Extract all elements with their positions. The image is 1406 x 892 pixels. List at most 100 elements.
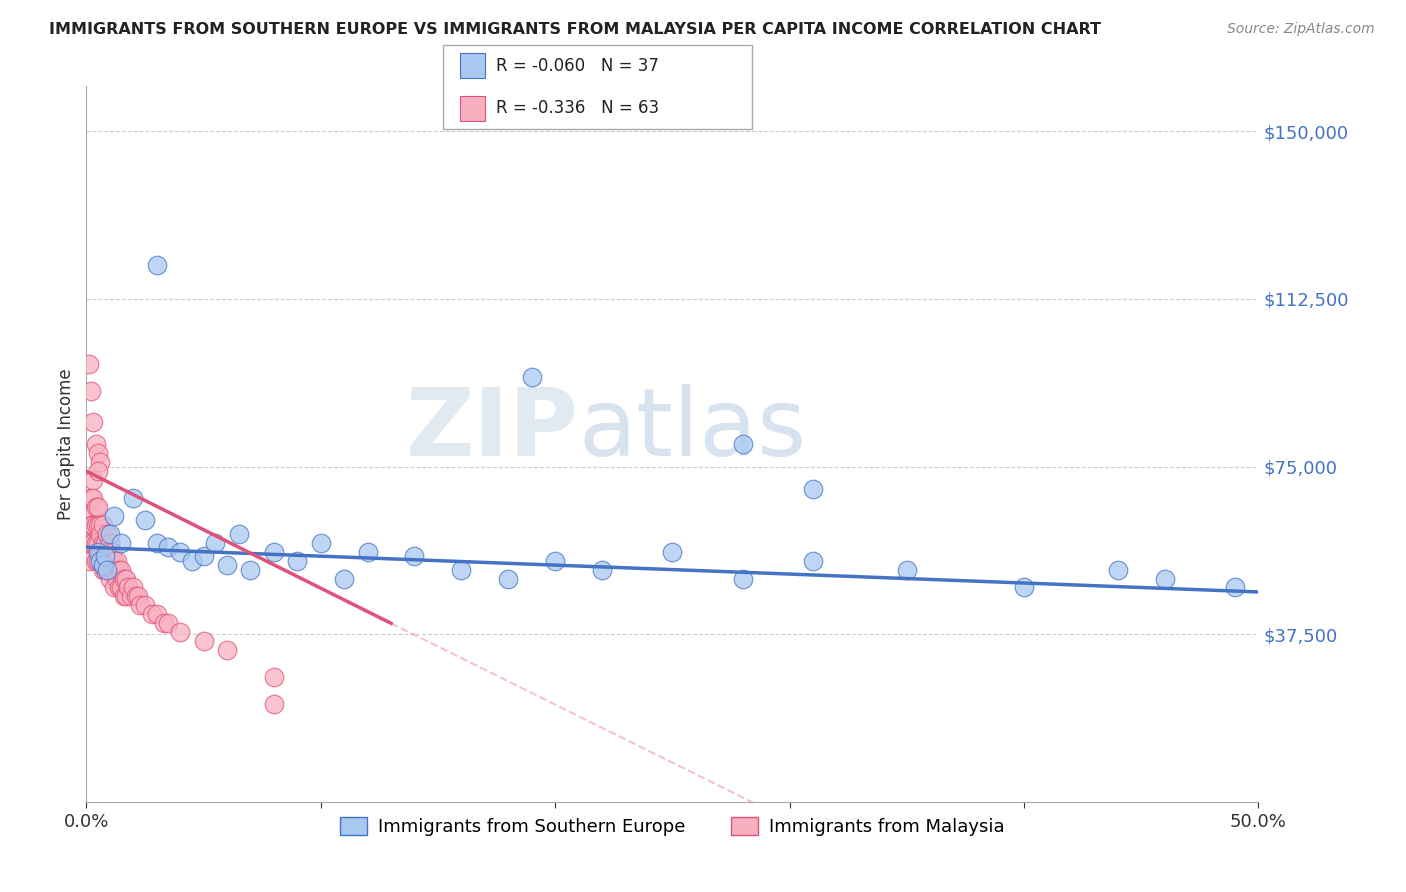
Text: Source: ZipAtlas.com: Source: ZipAtlas.com [1227, 22, 1375, 37]
Point [110, 581, 132, 595]
Point [98, 535, 121, 549]
Point [87, 544, 110, 558]
Point [105, 572, 128, 586]
Point [180, 554, 202, 568]
Point [1153, 572, 1175, 586]
Point [134, 599, 156, 613]
Text: R = -0.336   N = 63: R = -0.336 N = 63 [496, 99, 659, 117]
Point [87, 446, 110, 460]
Point [98, 554, 121, 568]
Point [94, 535, 117, 549]
Point [103, 581, 125, 595]
Point [91, 544, 114, 558]
Point [157, 540, 180, 554]
Point [89, 526, 111, 541]
Point [87, 517, 110, 532]
Point [101, 563, 124, 577]
Point [80, 491, 103, 505]
Point [91, 535, 114, 549]
Point [120, 590, 142, 604]
Point [127, 590, 149, 604]
Point [94, 544, 117, 558]
Point [134, 513, 156, 527]
Point [145, 258, 167, 272]
Point [80, 384, 103, 398]
Point [87, 554, 110, 568]
Point [115, 590, 138, 604]
Point [108, 563, 131, 577]
Point [82, 415, 104, 429]
Point [82, 491, 104, 505]
Point [801, 482, 824, 496]
Point [129, 599, 152, 613]
Text: atlas: atlas [579, 384, 807, 476]
Point [82, 517, 104, 532]
Point [1012, 581, 1035, 595]
Point [89, 544, 111, 558]
Point [193, 634, 215, 648]
Point [110, 535, 132, 549]
Point [1107, 563, 1129, 577]
Point [80, 508, 103, 523]
Point [110, 563, 132, 577]
Point [84, 517, 107, 532]
Point [91, 558, 114, 573]
Point [263, 670, 285, 684]
Point [157, 616, 180, 631]
Point [77, 357, 100, 371]
Point [96, 544, 118, 558]
Point [87, 535, 110, 549]
Point [731, 437, 754, 451]
Point [101, 544, 124, 558]
Point [215, 558, 238, 573]
Point [239, 563, 262, 577]
Point [89, 455, 111, 469]
Point [112, 572, 135, 586]
Point [98, 572, 121, 586]
Point [498, 572, 520, 586]
Point [91, 517, 114, 532]
Point [591, 563, 613, 577]
Point [333, 572, 356, 586]
Point [145, 607, 167, 622]
Point [152, 616, 174, 631]
Point [169, 625, 191, 640]
Point [285, 554, 308, 568]
Legend: Immigrants from Southern Europe, Immigrants from Malaysia: Immigrants from Southern Europe, Immigra… [333, 810, 1011, 843]
Point [124, 590, 146, 604]
Point [103, 563, 125, 577]
Point [145, 535, 167, 549]
Point [450, 563, 472, 577]
Point [520, 370, 543, 384]
Point [801, 554, 824, 568]
Point [82, 473, 104, 487]
Point [263, 697, 285, 711]
Point [309, 535, 332, 549]
Point [108, 581, 131, 595]
Point [89, 554, 111, 568]
Point [404, 549, 426, 564]
Point [896, 563, 918, 577]
Point [731, 572, 754, 586]
Point [91, 563, 114, 577]
Point [122, 581, 145, 595]
Point [115, 572, 138, 586]
Point [82, 535, 104, 549]
Point [80, 517, 103, 532]
Point [84, 500, 107, 514]
Point [84, 554, 107, 568]
Point [96, 526, 118, 541]
Point [77, 544, 100, 558]
Point [1223, 581, 1246, 595]
Point [544, 554, 567, 568]
Point [228, 526, 250, 541]
Point [141, 607, 163, 622]
Point [94, 549, 117, 564]
Point [84, 437, 107, 451]
Text: R = -0.060   N = 37: R = -0.060 N = 37 [496, 57, 659, 75]
Point [87, 500, 110, 514]
Point [96, 563, 118, 577]
Point [204, 535, 226, 549]
Point [193, 549, 215, 564]
Point [84, 535, 107, 549]
